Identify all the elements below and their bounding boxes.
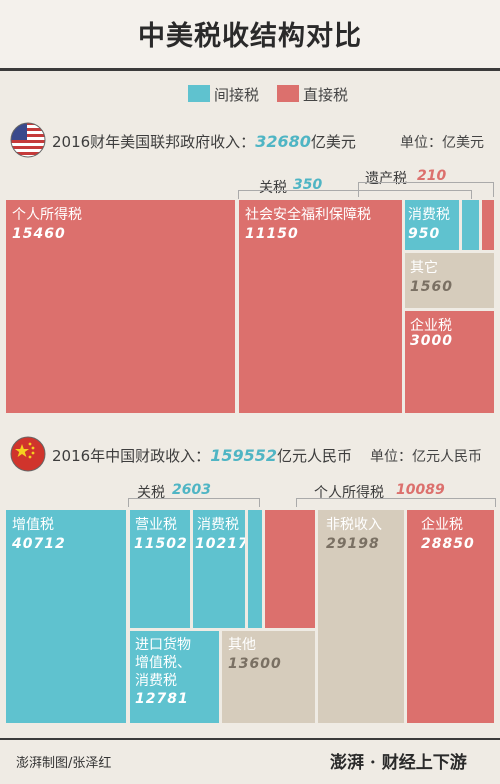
cn-vat-label: 增值税 <box>12 517 54 533</box>
us-estate-callout-label: 遗产税 <box>365 171 407 187</box>
us-estate-callout-value: 210 <box>417 168 447 184</box>
us-tile-excise-tax: 消费税 950 <box>405 200 459 250</box>
us-other-label: 其它 <box>410 260 438 276</box>
cn-business-label: 营业税 <box>135 517 177 533</box>
us-corp-value: 3000 <box>410 333 453 349</box>
us-total-prefix: 2016财年美国联邦政府收入： <box>52 133 256 151</box>
cn-nontax-value: 29198 <box>326 536 380 552</box>
cn-import-label-2: 增值税、 <box>135 655 191 671</box>
us-tile-corporate-tax: 企业税 3000 <box>405 311 494 413</box>
cn-individual-callout-label: 个人所得税 <box>314 485 384 501</box>
cn-total-value: 159552 <box>210 446 277 465</box>
cn-import-label-1: 进口货物 <box>135 637 191 653</box>
cn-tile-corporate-tax: 企业税 28850 <box>407 510 494 723</box>
cn-individual-callout-value: 10089 <box>396 482 445 498</box>
cn-total-prefix: 2016年中国财政收入： <box>52 447 211 465</box>
us-customs-bracket <box>238 190 472 199</box>
china-flag-icon <box>10 436 46 472</box>
us-excise-label: 消费税 <box>408 207 450 223</box>
footer-divider <box>0 738 500 740</box>
legend-swatch-direct <box>277 85 299 102</box>
legend-label-direct: 直接税 <box>303 86 349 104</box>
us-unit-label: 单位：亿美元 <box>400 135 484 151</box>
us-estate-bracket <box>358 182 494 197</box>
cn-excise-label: 消费税 <box>197 517 239 533</box>
cn-import-value: 12781 <box>135 691 189 707</box>
us-other-value: 1560 <box>410 279 453 295</box>
us-social-value: 11150 <box>245 226 299 242</box>
legend-swatch-indirect <box>188 85 210 102</box>
cn-customs-bracket <box>128 498 260 507</box>
us-corp-label: 企业税 <box>410 318 452 334</box>
cn-corp-value: 28850 <box>421 536 475 552</box>
us-total-value: 32680 <box>255 132 311 151</box>
cn-tile-vat: 增值税 40712 <box>6 510 126 723</box>
us-tile-customs-duty <box>462 200 479 250</box>
cn-customs-callout-label: 关税 <box>137 485 165 501</box>
us-tile-social-security-tax: 社会安全福利保障税 11150 <box>239 200 402 413</box>
cn-individual-bracket <box>296 498 496 507</box>
us-tile-estate-tax <box>482 200 494 250</box>
us-social-label: 社会安全福利保障税 <box>245 207 371 223</box>
footer-credit: 澎湃制图/张泽红 <box>16 756 112 771</box>
us-tile-individual-income-tax: 个人所得税 15460 <box>6 200 235 413</box>
cn-total-line: 2016年中国财政收入：159552亿元人民币 <box>52 445 352 466</box>
cn-tile-excise-tax: 消费税 10217 <box>193 510 245 628</box>
cn-tile-import-vat-excise: 进口货物 增值税、 消费税 12781 <box>130 631 219 723</box>
us-excise-value: 950 <box>408 226 441 242</box>
cn-vat-value: 40712 <box>12 536 66 552</box>
us-flag-icon <box>10 122 46 158</box>
cn-tile-non-tax-revenue: 非税收入 29198 <box>318 510 404 723</box>
cn-excise-value: 10217 <box>195 536 245 552</box>
title-bar <box>0 0 500 71</box>
us-tile-other: 其它 1560 <box>405 253 494 308</box>
cn-nontax-label: 非税收入 <box>326 517 382 533</box>
cn-tile-individual-income-tax <box>265 510 315 628</box>
us-customs-callout-label: 关税 <box>259 180 287 196</box>
cn-unit-label: 单位：亿元人民币 <box>370 449 482 465</box>
cn-customs-callout-value: 2603 <box>172 482 211 498</box>
footer-brand: 澎湃 · 财经上下游 <box>330 753 467 773</box>
cn-total-unit: 亿元人民币 <box>276 447 352 465</box>
legend-label-indirect: 间接税 <box>214 86 260 104</box>
us-total-unit: 亿美元 <box>310 133 356 151</box>
cn-corp-label: 企业税 <box>421 517 463 533</box>
cn-other-value: 13600 <box>228 656 282 672</box>
cn-tile-other: 其他 13600 <box>222 631 315 723</box>
cn-other-label: 其他 <box>228 637 256 653</box>
us-individual-value: 15460 <box>12 226 66 242</box>
cn-business-value: 11502 <box>134 536 188 552</box>
us-customs-callout-value: 350 <box>293 177 323 193</box>
cn-tile-business-tax: 营业税 11502 <box>130 510 190 628</box>
us-individual-label: 个人所得税 <box>12 207 82 223</box>
cn-import-label-3: 消费税 <box>135 673 177 689</box>
page-title: 中美税收结构对比 <box>138 21 362 52</box>
us-total-line: 2016财年美国联邦政府收入：32680亿美元 <box>52 131 356 152</box>
cn-tile-customs-duty <box>248 510 262 628</box>
